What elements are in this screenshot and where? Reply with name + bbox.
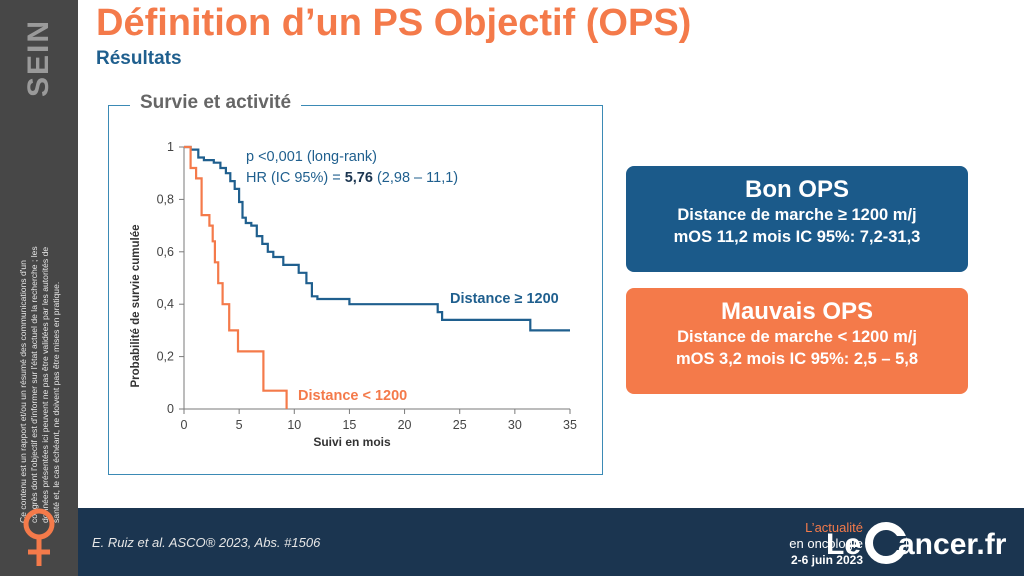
x-tick-label: 35 bbox=[563, 418, 577, 432]
good-ops-distance: Distance de marche ≥ 1200 m/j bbox=[677, 206, 917, 224]
series-label-distance-high: Distance ≥ 1200 bbox=[450, 291, 559, 307]
y-tick-label: 0,4 bbox=[157, 297, 174, 311]
lecancer-logo: Le ancer.fr bbox=[826, 522, 1007, 564]
event-info: L’actualité en oncologie 2-6 juin 2023 bbox=[733, 520, 863, 568]
female-symbol-icon bbox=[23, 508, 55, 566]
km-survival-chart: 0 5 10 15 20 25 30 35 0 0,2 0,4 0,6 0,8 1 Suivi en moi… bbox=[130, 140, 577, 449]
page-title: Définition d’un PS Objectif (OPS) bbox=[96, 2, 692, 44]
y-tick-label: 0,8 bbox=[157, 192, 174, 206]
good-ops-box: Bon OPS Distance de marche ≥ 1200 m/j mO… bbox=[626, 166, 968, 272]
chart-frame bbox=[108, 105, 603, 475]
bad-ops-mos: mOS 3,2 mois IC 95%: 2,5 – 5,8 bbox=[675, 350, 919, 368]
svg-text:ancer.fr: ancer.fr bbox=[898, 528, 1007, 561]
p-value-annotation: p <0,001 (long-rank) bbox=[246, 149, 377, 165]
bad-ops-box: Mauvais OPS Distance de marche < 1200 m/… bbox=[626, 288, 968, 394]
y-tick-label: 0,6 bbox=[157, 245, 174, 259]
series-label-distance-low: Distance < 1200 bbox=[298, 388, 407, 404]
y-axis-label: Probabilité de survie cumulée bbox=[130, 225, 142, 388]
x-tick-label: 25 bbox=[453, 418, 467, 432]
bad-ops-title: Mauvais OPS bbox=[720, 298, 874, 325]
x-tick-label: 20 bbox=[398, 418, 412, 432]
y-tick-label: 0 bbox=[167, 402, 174, 416]
bad-ops-distance: Distance de marche < 1200 m/j bbox=[677, 328, 917, 346]
svg-text:Le: Le bbox=[826, 528, 861, 561]
event-dates: 2-6 juin 2023 bbox=[790, 553, 863, 567]
x-tick-label: 5 bbox=[236, 418, 243, 432]
series-line-distance-low bbox=[184, 145, 288, 409]
footer-bar: E. Ruiz et al. ASCO® 2023, Abs. #1506 L’… bbox=[78, 508, 1024, 576]
x-tick-label: 15 bbox=[342, 418, 356, 432]
page-subtitle: Résultats bbox=[96, 48, 182, 69]
series-line-distance-high bbox=[184, 145, 570, 332]
y-tick-label: 1 bbox=[167, 140, 174, 154]
chart-box-label: Survie et activité bbox=[130, 92, 302, 114]
citation: E. Ruiz et al. ASCO® 2023, Abs. #1506 bbox=[92, 535, 321, 550]
event-label-line2: en oncologie bbox=[789, 536, 863, 551]
x-tick-label: 10 bbox=[287, 418, 301, 432]
sidebar: SEIN Ce contenu est un rapport et/ou un … bbox=[0, 0, 78, 576]
event-label-line1: L’actualité bbox=[805, 520, 863, 535]
y-tick-label: 0,2 bbox=[157, 350, 174, 364]
disclaimer-text: Ce contenu est un rapport et/ou un résum… bbox=[18, 246, 61, 523]
hr-annotation: HR (IC 95%) = 5,76 (2,98 – 11,1) bbox=[246, 170, 458, 186]
x-tick-label: 30 bbox=[508, 418, 522, 432]
x-tick-label: 0 bbox=[181, 418, 188, 432]
section-label: SEIN bbox=[22, 18, 55, 98]
good-ops-mos: mOS 11,2 mois IC 95%: 7,2-31,3 bbox=[673, 228, 921, 246]
good-ops-title: Bon OPS bbox=[744, 176, 849, 203]
x-axis-label: Suivi en mois bbox=[313, 435, 391, 449]
